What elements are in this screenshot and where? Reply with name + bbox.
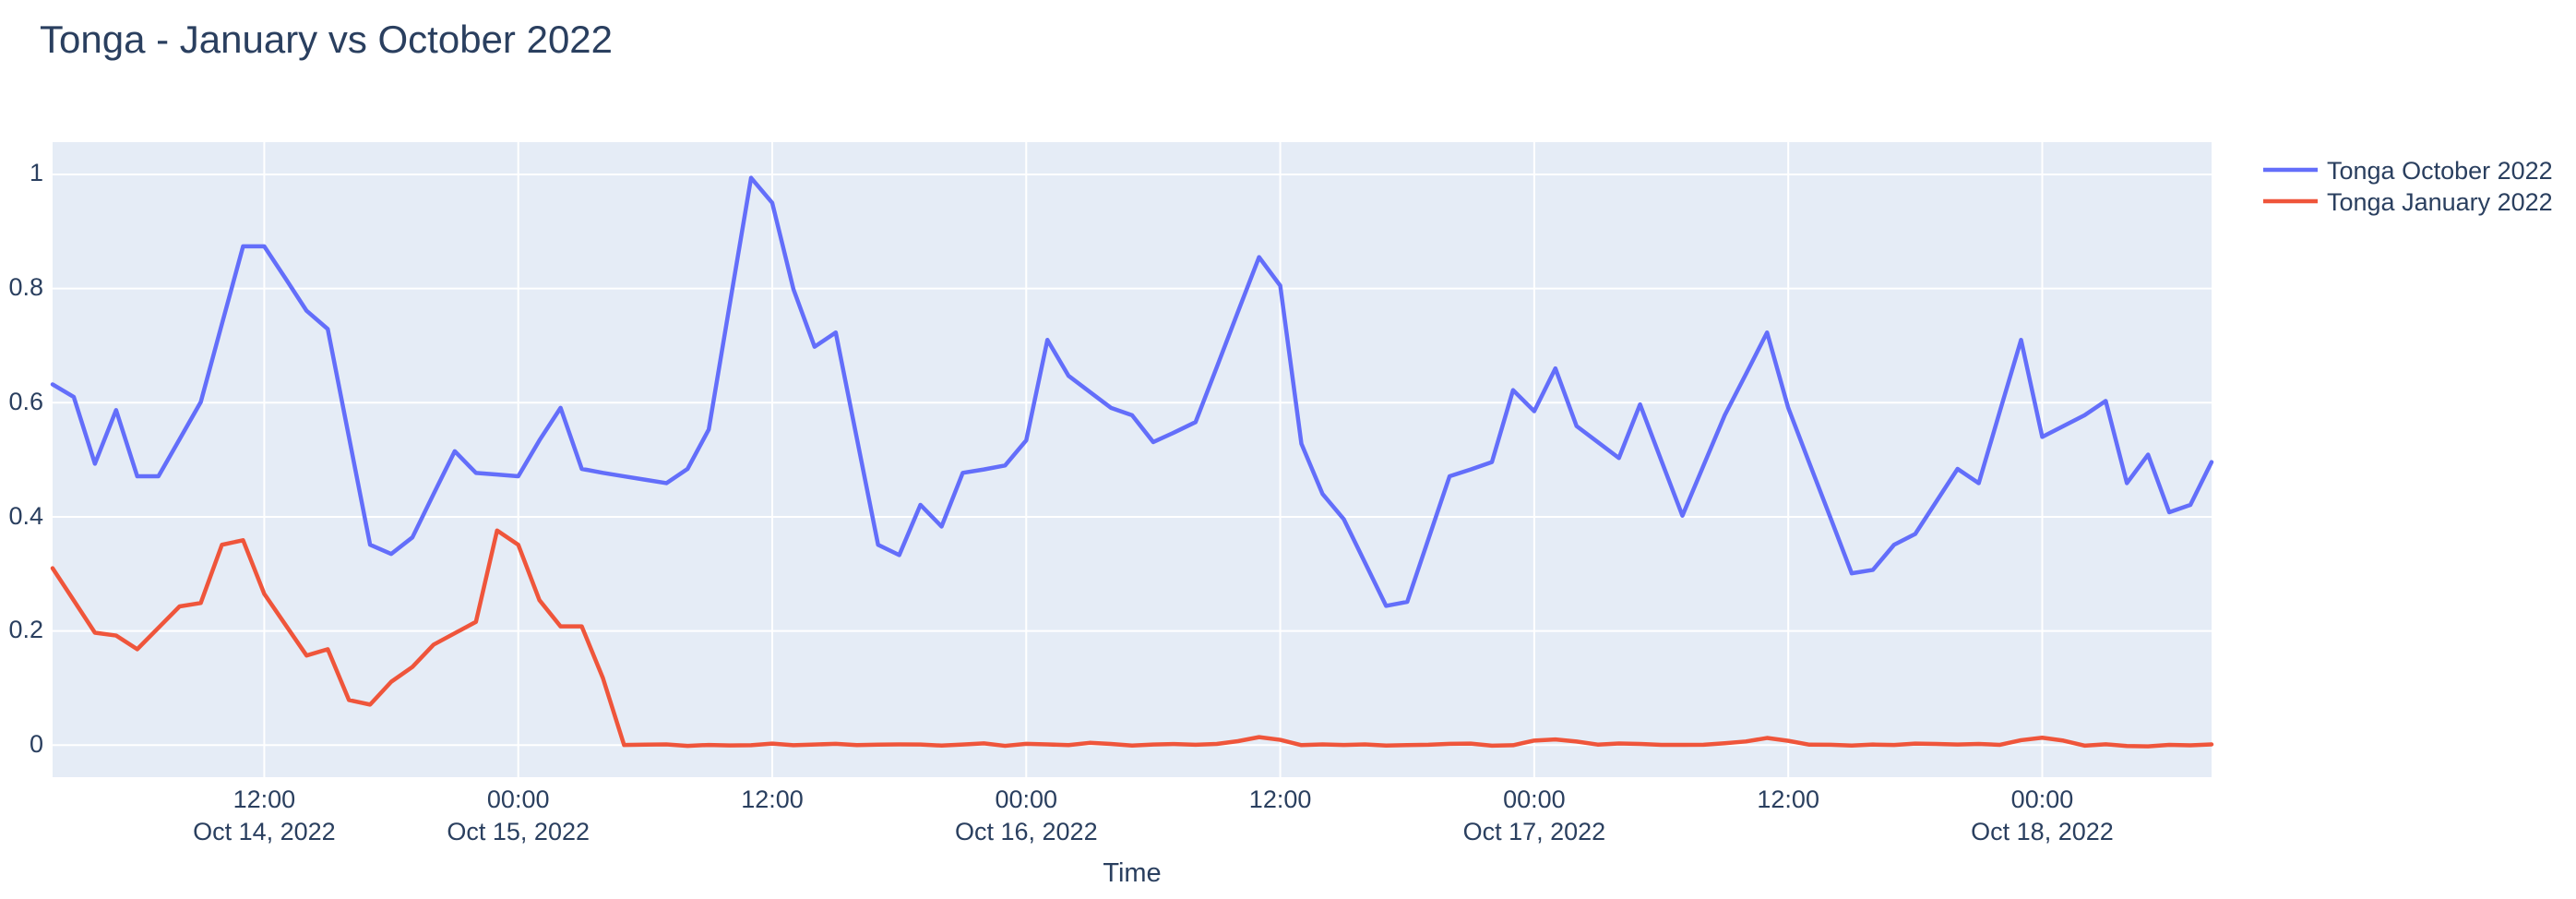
svg-text:0.8: 0.8 bbox=[8, 273, 43, 301]
svg-text:Oct 16, 2022: Oct 16, 2022 bbox=[955, 818, 1098, 845]
svg-text:00:00: 00:00 bbox=[2011, 785, 2074, 813]
svg-text:12:00: 12:00 bbox=[1249, 785, 1312, 813]
svg-text:12:00: 12:00 bbox=[233, 785, 296, 813]
svg-text:Oct 14, 2022: Oct 14, 2022 bbox=[193, 818, 336, 845]
svg-text:0.4: 0.4 bbox=[8, 502, 43, 530]
svg-text:0.2: 0.2 bbox=[8, 616, 43, 643]
svg-text:12:00: 12:00 bbox=[1757, 785, 1819, 813]
svg-text:00:00: 00:00 bbox=[487, 785, 550, 813]
svg-text:0.6: 0.6 bbox=[8, 388, 43, 415]
svg-text:Oct 18, 2022: Oct 18, 2022 bbox=[1971, 818, 2114, 845]
svg-text:Tonga January 2022: Tonga January 2022 bbox=[2327, 188, 2553, 216]
svg-text:Tonga October 2022: Tonga October 2022 bbox=[2327, 157, 2553, 185]
svg-text:1: 1 bbox=[30, 159, 43, 186]
svg-text:00:00: 00:00 bbox=[996, 785, 1058, 813]
svg-text:0: 0 bbox=[30, 730, 43, 758]
svg-text:00:00: 00:00 bbox=[1503, 785, 1566, 813]
svg-text:Oct 17, 2022: Oct 17, 2022 bbox=[1463, 818, 1606, 845]
svg-text:Time: Time bbox=[1103, 858, 1161, 888]
svg-text:12:00: 12:00 bbox=[741, 785, 804, 813]
svg-text:Oct 15, 2022: Oct 15, 2022 bbox=[447, 818, 590, 845]
